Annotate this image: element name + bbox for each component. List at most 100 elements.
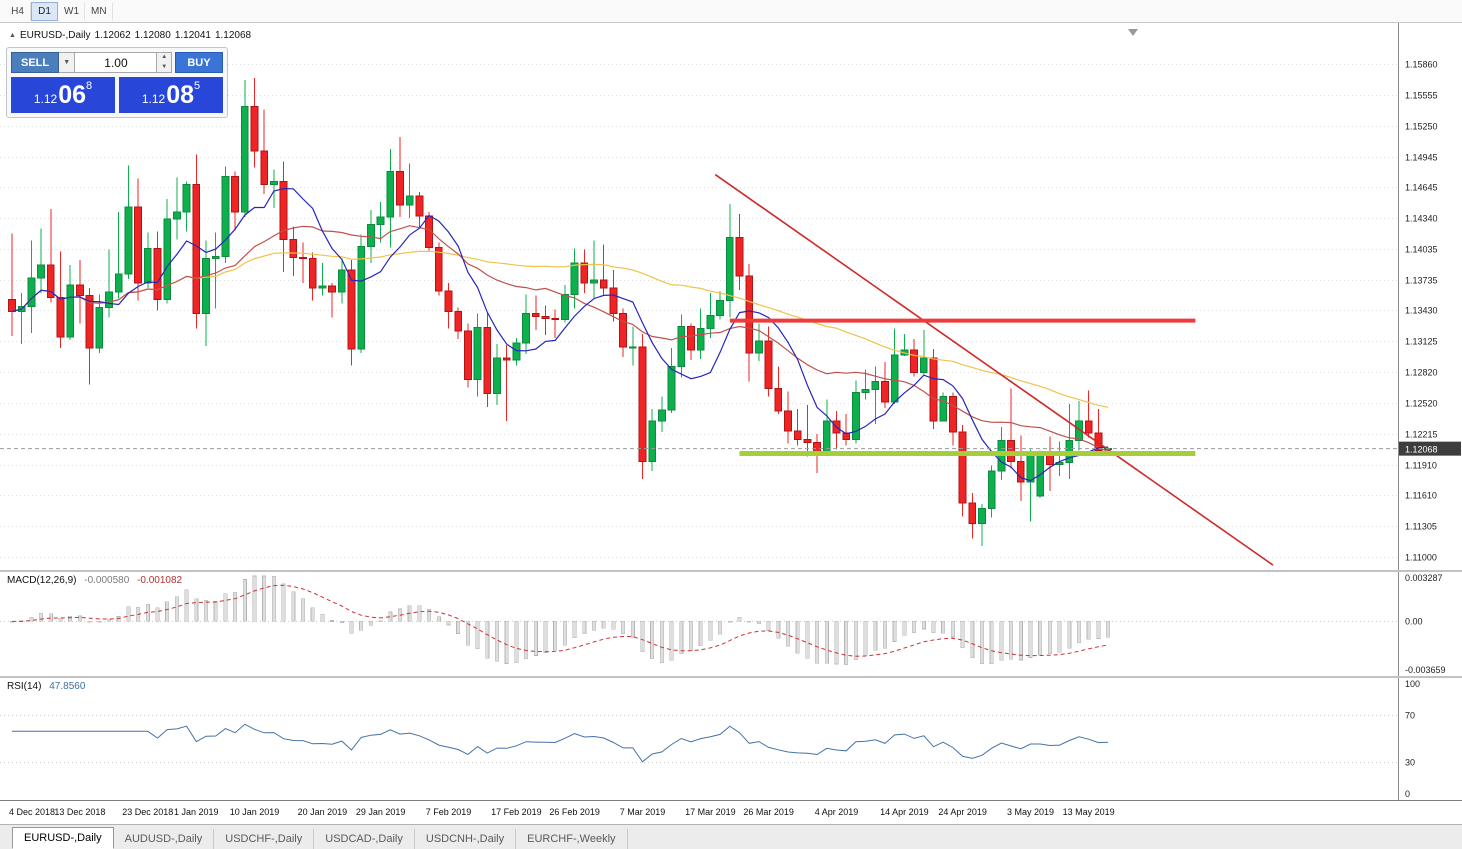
chart-tab-eurchf[interactable]: EURCHF-,Weekly xyxy=(516,829,628,849)
price-gridlines xyxy=(0,23,1399,570)
volume-stepper: ▲ ▼ xyxy=(157,52,172,73)
macd-signal-line xyxy=(11,584,1109,657)
ma-8-line xyxy=(11,187,1109,482)
date-tick-label: 26 Mar 2019 xyxy=(743,807,794,817)
price-tick-label: 1.11610 xyxy=(1405,491,1437,501)
svg-text:100: 100 xyxy=(1405,679,1420,689)
chart-tab-usdcnh[interactable]: USDCNH-,Daily xyxy=(415,829,517,849)
rsi-value: 47.8560 xyxy=(49,681,86,692)
svg-text:0.003287: 0.003287 xyxy=(1405,573,1443,583)
chart-tab-eurusd[interactable]: EURUSD-,Daily xyxy=(12,827,114,849)
chart-tab-usdcad[interactable]: USDCAD-,Daily xyxy=(314,829,415,849)
price-tick-label: 1.14645 xyxy=(1405,183,1438,193)
price-tick-label: 1.13430 xyxy=(1405,306,1438,316)
buy-price-prefix: 1.12 xyxy=(141,92,166,106)
date-tick-label: 20 Jan 2019 xyxy=(297,807,348,817)
svg-text:30: 30 xyxy=(1405,758,1415,768)
date-tick-label: 13 May 2019 xyxy=(1062,807,1115,817)
buy-price-pip: 5 xyxy=(194,80,201,92)
rsi-label: RSI(14) xyxy=(7,681,42,692)
chart-high-value: 1.12080 xyxy=(134,30,171,41)
date-tick-label: 17 Feb 2019 xyxy=(491,807,542,817)
timeframe-button-h4[interactable]: H4 xyxy=(4,1,31,21)
date-tick-label: 7 Mar 2019 xyxy=(619,807,666,817)
macd-signal-value: -0.001082 xyxy=(137,575,183,586)
date-tick-label: 24 Apr 2019 xyxy=(938,807,987,817)
date-tick-label: 26 Feb 2019 xyxy=(549,807,600,817)
price-tick-label: 1.11305 xyxy=(1405,522,1437,532)
price-chart-panel[interactable]: 1.15860 1.15555 1.15250 1.14945 1.14645 1.143… xyxy=(0,23,1462,570)
rsi-chart[interactable]: 100 70 30 0 xyxy=(0,678,1462,800)
date-tick-label: 10 Jan 2019 xyxy=(229,807,280,817)
macd-chart[interactable]: 0.003287 0.00 -0.003659 xyxy=(0,572,1462,676)
price-tick-label: 1.13125 xyxy=(1405,337,1438,347)
price-tick-label: 1.11910 xyxy=(1405,461,1437,471)
buy-price-display[interactable]: 1.12 08 5 xyxy=(119,77,223,113)
date-tick-label: 29 Jan 2019 xyxy=(355,807,406,817)
chart-title: EURUSD-,Daily xyxy=(19,30,91,41)
volume-down-icon[interactable]: ▼ xyxy=(157,62,171,72)
timeframe-button-mn[interactable]: MN xyxy=(85,1,113,21)
chart-close-value: 1.12068 xyxy=(214,30,252,41)
macd-panel[interactable]: 0.003287 0.00 -0.003659 MACD(12,26,9) -0.0… xyxy=(0,572,1462,676)
volume-input[interactable] xyxy=(75,52,158,73)
volume-dropdown-icon[interactable]: ▼ xyxy=(59,52,76,73)
volume-up-icon[interactable]: ▲ xyxy=(157,53,171,63)
price-tick-label: 1.14035 xyxy=(1405,245,1438,255)
timeframe-button-d1[interactable]: D1 xyxy=(31,1,58,21)
timeframe-button-w1[interactable]: W1 xyxy=(58,1,85,21)
price-tick-label: 1.14945 xyxy=(1405,153,1438,163)
buy-price-big: 08 xyxy=(166,81,195,109)
date-tick-label: 13 Dec 2018 xyxy=(54,807,106,817)
svg-text:70: 70 xyxy=(1405,710,1415,720)
macd-histogram xyxy=(10,575,1111,666)
rsi-panel[interactable]: 100 70 30 0 RSI(14) 47.8560 xyxy=(0,678,1462,800)
price-tick-label: 1.12820 xyxy=(1405,368,1438,378)
ma-50-line xyxy=(11,250,1109,408)
date-axis[interactable]: 4 Dec 2018 13 Dec 2018 23 Dec 2018 1 Jan 20… xyxy=(0,800,1462,824)
macd-label: MACD(12,26,9) xyxy=(7,575,77,586)
chart-tab-usdchf[interactable]: USDCHF-,Daily xyxy=(214,829,315,849)
date-tick-label: 1 Jan 2019 xyxy=(174,807,219,817)
sell-price-display[interactable]: 1.12 06 8 xyxy=(11,77,115,113)
price-tick-label: 1.11000 xyxy=(1405,553,1437,563)
current-price-badge xyxy=(1399,441,1461,456)
price-tick-label: 1.15250 xyxy=(1405,122,1438,132)
rsi-line xyxy=(12,723,1109,763)
panel-splitter-rsi[interactable] xyxy=(0,676,1462,678)
price-tick-label: 1.13735 xyxy=(1405,276,1438,286)
chart-low-value: 1.12041 xyxy=(174,30,211,41)
price-tick-label: 1.12520 xyxy=(1405,399,1438,409)
chart-ohlc-info: ▲ EURUSD-,Daily 1.12062 1.12080 1.12041 … xyxy=(9,30,251,41)
chart-shift-marker-icon[interactable] xyxy=(1128,29,1138,36)
rsi-label-row: RSI(14) 47.8560 xyxy=(7,681,85,692)
price-tick-label: 1.15860 xyxy=(1405,60,1438,70)
date-tick-label: 7 Feb 2019 xyxy=(425,807,472,817)
chart-tab-bar: EURUSD-,Daily AUDUSD-,Daily USDCHF-,Daily U… xyxy=(0,824,1462,849)
macd-main-value: -0.000580 xyxy=(84,575,130,586)
sell-price-pip: 8 xyxy=(86,80,93,92)
price-tick-label: 1.12215 xyxy=(1405,430,1438,440)
buy-button[interactable]: BUY xyxy=(174,52,223,73)
candles xyxy=(8,78,1112,546)
sell-price-prefix: 1.12 xyxy=(33,92,58,106)
date-tick-label: 23 Dec 2018 xyxy=(122,807,174,817)
timeframe-toolbar: H4 D1 W1 MN xyxy=(0,0,1462,23)
date-tick-label: 14 Apr 2019 xyxy=(880,807,929,817)
chart-open-value: 1.12062 xyxy=(94,30,131,41)
chart-expand-icon[interactable]: ▲ xyxy=(9,32,16,39)
svg-text:0.00: 0.00 xyxy=(1405,616,1423,626)
panel-splitter-macd[interactable] xyxy=(0,570,1462,572)
svg-text:-0.003659: -0.003659 xyxy=(1405,665,1446,675)
svg-text:1.12068: 1.12068 xyxy=(1405,445,1438,455)
candlestick-chart[interactable]: 1.15860 1.15555 1.15250 1.14945 1.14645 1.143… xyxy=(0,23,1462,570)
chart-tab-audusd[interactable]: AUDUSD-,Daily xyxy=(114,829,215,849)
trendline[interactable] xyxy=(714,173,1274,566)
date-tick-label: 17 Mar 2019 xyxy=(685,807,736,817)
ma-20-line xyxy=(11,225,1109,453)
macd-label-row: MACD(12,26,9) -0.000580 -0.001082 xyxy=(7,575,182,586)
svg-text:0: 0 xyxy=(1405,789,1410,799)
price-tick-label: 1.15555 xyxy=(1405,91,1438,101)
sell-button[interactable]: SELL xyxy=(11,52,60,73)
